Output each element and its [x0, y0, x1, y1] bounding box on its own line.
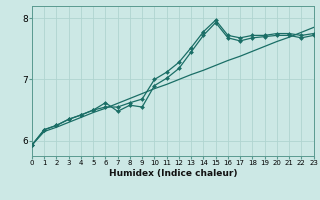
X-axis label: Humidex (Indice chaleur): Humidex (Indice chaleur) [108, 169, 237, 178]
